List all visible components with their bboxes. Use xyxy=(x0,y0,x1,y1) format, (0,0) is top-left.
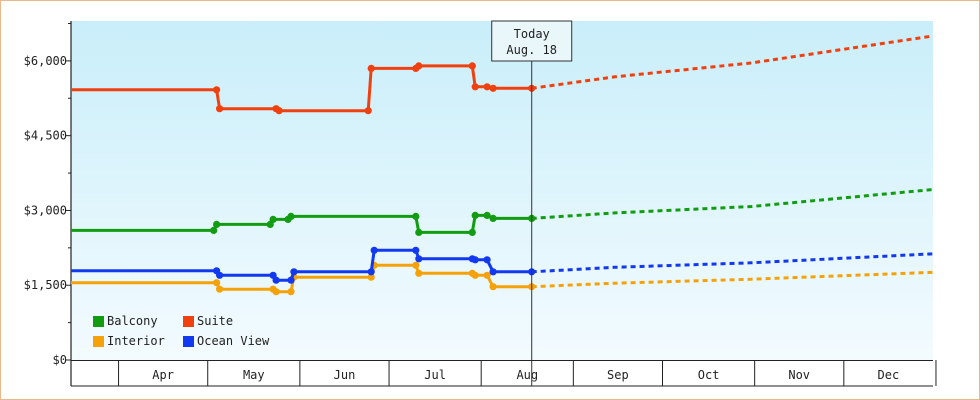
series-balcony xyxy=(71,188,934,236)
data-point xyxy=(213,86,221,94)
data-point xyxy=(471,271,479,279)
data-point xyxy=(489,214,497,222)
data-point xyxy=(489,268,497,276)
today-marker: Today Aug. 18 xyxy=(491,20,573,386)
legend-item-ocean-view: Ocean View xyxy=(183,334,270,348)
data-point xyxy=(216,285,224,293)
data-point xyxy=(216,105,224,113)
data-point xyxy=(412,246,420,254)
data-point xyxy=(269,215,277,223)
month-label-nov: Nov xyxy=(788,368,810,382)
y-tick-label: $1,500 xyxy=(24,278,67,292)
legend-label: Ocean View xyxy=(197,334,270,348)
data-point xyxy=(272,288,280,296)
data-point xyxy=(272,276,280,284)
data-point xyxy=(471,83,479,91)
today-date-label: Aug. 18 xyxy=(506,43,557,57)
month-label-jul: Jul xyxy=(424,368,446,382)
legend-swatch xyxy=(183,336,194,347)
y-tick-label: $4,500 xyxy=(24,129,67,143)
month-label-jun: Jun xyxy=(334,368,356,382)
forecast-line xyxy=(531,270,934,289)
data-point xyxy=(468,62,476,70)
month-label-sep: Sep xyxy=(607,368,629,382)
data-point xyxy=(412,261,420,269)
data-point xyxy=(287,212,295,220)
data-point xyxy=(415,228,423,236)
data-point xyxy=(370,246,378,254)
data-point xyxy=(367,268,375,276)
series-line xyxy=(71,213,532,234)
data-point xyxy=(213,279,221,287)
legend-item-suite: Suite xyxy=(183,314,233,328)
series-layer xyxy=(71,34,934,296)
data-point xyxy=(275,107,283,115)
legend: Balcony Suite Interior Ocean View xyxy=(93,314,270,348)
data-point xyxy=(367,273,375,281)
data-point xyxy=(483,211,491,219)
data-point xyxy=(483,256,491,264)
data-point xyxy=(489,84,497,92)
data-point xyxy=(412,212,420,220)
today-label: Today xyxy=(514,27,550,41)
data-point xyxy=(471,256,479,264)
y-tick-label: $0 xyxy=(53,353,67,367)
month-label-oct: Oct xyxy=(698,368,720,382)
month-label-may: May xyxy=(243,368,265,382)
month-label-apr: Apr xyxy=(152,368,174,382)
data-point xyxy=(364,107,372,115)
x-axis: Apr May Jun Jul Aug Sep Oct Nov Dec xyxy=(71,360,937,387)
legend-label: Balcony xyxy=(107,314,158,328)
data-point xyxy=(287,288,295,296)
series-line xyxy=(71,248,532,282)
data-point xyxy=(216,271,224,279)
data-point xyxy=(290,268,298,276)
data-point xyxy=(287,276,295,284)
month-label-dec: Dec xyxy=(878,368,900,382)
y-tick-label: $6,000 xyxy=(24,54,67,68)
data-point xyxy=(213,220,221,228)
legend-swatch xyxy=(93,316,104,327)
series-ocean-view xyxy=(71,246,934,284)
data-point xyxy=(471,211,479,219)
data-point xyxy=(489,283,497,291)
data-point xyxy=(367,64,375,72)
legend-item-balcony: Balcony xyxy=(93,314,158,328)
legend-item-interior: Interior xyxy=(93,334,165,348)
data-point xyxy=(210,226,218,234)
month-label-aug: Aug xyxy=(516,368,538,382)
legend-label: Interior xyxy=(107,334,165,348)
today-box xyxy=(491,20,573,62)
y-axis: $0 $1,500 $3,000 $4,500 $6,000 xyxy=(24,21,72,386)
data-point xyxy=(415,255,423,263)
legend-swatch xyxy=(93,336,104,347)
data-point xyxy=(415,269,423,277)
data-point xyxy=(415,62,423,70)
forecast-line xyxy=(531,252,934,274)
series-suite xyxy=(71,34,934,115)
plot-background xyxy=(71,21,933,360)
legend-swatch xyxy=(183,316,194,327)
data-point xyxy=(483,83,491,91)
legend-label: Suite xyxy=(197,314,233,328)
data-point xyxy=(468,228,476,236)
y-tick-label: $3,000 xyxy=(24,203,67,217)
data-point xyxy=(483,271,491,279)
